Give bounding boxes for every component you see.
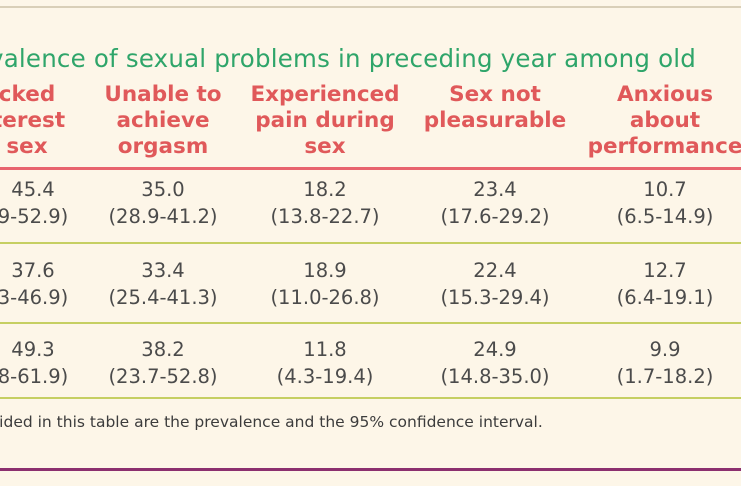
table-cell: 9.9 (1.7-18.2) (587, 336, 741, 390)
header-line: Unable to (104, 82, 222, 107)
cell-value: 35.0 (141, 178, 185, 201)
cell-ci: 9-52.9) (0, 205, 69, 228)
cell-value: 24.9 (473, 338, 517, 361)
cell-ci: (13.8-22.7) (270, 205, 380, 228)
col-header-sex-not-pleasurable: Sex not pleasurable (420, 82, 570, 134)
table-cell: 38.2 (23.7-52.8) (93, 336, 233, 390)
cell-ci: (4.3-19.4) (276, 365, 374, 388)
cell-ci: (11.0-26.8) (270, 286, 380, 309)
header-line: about (629, 108, 701, 133)
table-cell: 49.3 8-61.9) (0, 336, 88, 390)
table-cell: 24.9 (14.8-35.0) (420, 336, 570, 390)
cell-ci: 3-46.9) (0, 286, 69, 309)
cell-ci: (23.7-52.8) (108, 365, 218, 388)
cell-value: 18.2 (303, 178, 347, 201)
table-cell: 45.4 9-52.9) (0, 176, 88, 230)
cell-value: 11.8 (303, 338, 347, 361)
cell-ci: 8-61.9) (0, 365, 69, 388)
table-cell: 18.9 (11.0-26.8) (245, 257, 405, 311)
header-line: pleasurable (423, 108, 567, 133)
col-header-unable-orgasm: Unable to achieve orgasm (93, 82, 233, 160)
col-header-pain-during-sex: Experienced pain during sex (245, 82, 405, 160)
cell-ci: (17.6-29.2) (440, 205, 550, 228)
cell-ci: (6.4-19.1) (616, 286, 714, 309)
row-rule (0, 322, 741, 324)
top-border (0, 6, 741, 8)
header-line: Experienced (250, 82, 400, 107)
table-cell: 18.2 (13.8-22.7) (245, 176, 405, 230)
col-header-lacked-interest: cked terest sex (0, 82, 66, 160)
cell-value: 12.7 (643, 259, 687, 282)
bottom-rule (0, 468, 741, 471)
table-cell: 11.8 (4.3-19.4) (245, 336, 405, 390)
cell-value: 38.2 (141, 338, 185, 361)
table-footnote: vided in this table are the prevalence a… (0, 413, 543, 431)
cell-value: 23.4 (473, 178, 517, 201)
header-line: sex (304, 134, 346, 159)
header-line: orgasm (117, 134, 209, 159)
cell-value: 45.4 (11, 178, 55, 201)
cell-ci: (25.4-41.3) (108, 286, 218, 309)
header-line: performance (587, 134, 741, 159)
cell-value: 22.4 (473, 259, 517, 282)
table-cell: 22.4 (15.3-29.4) (420, 257, 570, 311)
cell-value: 9.9 (649, 338, 681, 361)
header-line: pain during (255, 108, 395, 133)
cell-value: 10.7 (643, 178, 687, 201)
header-line: Anxious (616, 82, 714, 107)
cell-value: 33.4 (141, 259, 185, 282)
header-line: sex (6, 134, 48, 159)
table-cell: 35.0 (28.9-41.2) (93, 176, 233, 230)
cell-ci: (28.9-41.2) (108, 205, 218, 228)
cell-value: 49.3 (11, 338, 55, 361)
header-line: terest (0, 108, 66, 133)
row-rule (0, 242, 741, 244)
cell-ci: (1.7-18.2) (616, 365, 714, 388)
header-line: achieve (116, 108, 210, 133)
table-cell: 33.4 (25.4-41.3) (93, 257, 233, 311)
col-header-anxious-performance: Anxious about performance (587, 82, 741, 160)
table-cell: 23.4 (17.6-29.2) (420, 176, 570, 230)
table-cell: 37.6 3-46.9) (0, 257, 88, 311)
row-rule (0, 397, 741, 399)
table-cell: 12.7 (6.4-19.1) (587, 257, 741, 311)
table-title: revalence of sexual problems in precedin… (0, 44, 697, 73)
header-line: Sex not (449, 82, 541, 107)
cell-value: 18.9 (303, 259, 347, 282)
cell-ci: (6.5-14.9) (616, 205, 714, 228)
header-line: cked (0, 82, 56, 107)
header-rule (0, 167, 741, 170)
table-cell: 10.7 (6.5-14.9) (587, 176, 741, 230)
cell-ci: (14.8-35.0) (440, 365, 550, 388)
cell-ci: (15.3-29.4) (440, 286, 550, 309)
cell-value: 37.6 (11, 259, 55, 282)
